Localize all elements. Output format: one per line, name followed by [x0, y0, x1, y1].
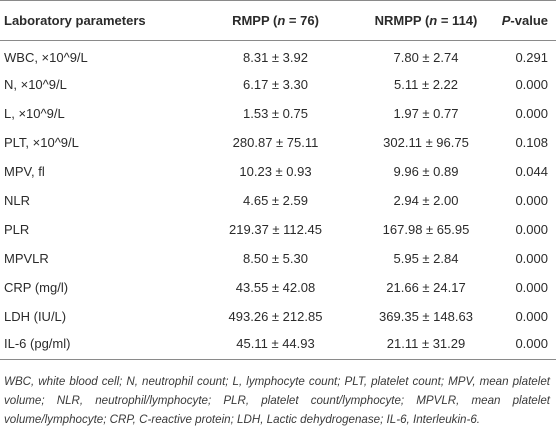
cell-pvalue: 0.000: [515, 250, 548, 266]
table-row: LDH (IU/L) 493.26 ± 212.85 369.35 ± 148.63…: [0, 302, 556, 331]
cell-nrmpp: 7.80 ± 2.74: [393, 49, 459, 65]
cell-rmpp: 4.65 ± 2.59: [243, 192, 308, 208]
cell-pvalue: 0.000: [515, 105, 548, 121]
header-parameter: Laboratory parameters: [0, 0, 189, 41]
header-nrmpp: NRMPP (n = 114): [362, 0, 490, 41]
cell-rmpp: 10.23 ± 0.93: [239, 163, 312, 179]
cell-rmpp: 45.11 ± 44.93: [189, 330, 362, 360]
cell-pvalue: 0.000: [515, 221, 548, 237]
header-nrmpp-n: n: [429, 13, 438, 28]
table-row: L, ×10^9/L 1.53 ± 0.75 1.97 ± 0.77 0.000: [0, 99, 556, 128]
cell-pvalue: 0.291: [515, 49, 548, 65]
table-row: MPV, fl 10.23 ± 0.93 9.96 ± 0.89 0.044: [0, 157, 556, 186]
cell-rmpp: 8.50 ± 5.30: [243, 250, 308, 266]
cell-nrmpp: 5.11 ± 2.22: [394, 76, 458, 92]
table-body: WBC, ×10^9/L 8.31 ± 3.92 7.80 ± 2.74 0.291 N…: [0, 41, 556, 360]
cell-parameter: PLT, ×10^9/L: [4, 134, 79, 150]
table-row: MPVLR 8.50 ± 5.30 5.95 ± 2.84 0.000: [0, 244, 556, 273]
lab-parameters-table-container: Laboratory parameters RMPP (n = 76) NRMP…: [0, 0, 556, 426]
cell-parameter: CRP (mg/l): [4, 279, 69, 295]
header-pvalue-suffix: -value: [510, 13, 548, 28]
header-nrmpp-prefix: NRMPP (: [374, 13, 430, 28]
cell-rmpp: 1.53 ± 0.75: [243, 105, 308, 121]
table-row: IL-6 (pg/ml) 45.11 ± 44.93 21.11 ± 31.29 0.…: [0, 330, 556, 360]
cell-parameter: LDH (IU/L): [4, 308, 67, 324]
cell-nrmpp: 5.95 ± 2.84: [393, 250, 459, 266]
table-row: PLT, ×10^9/L 280.87 ± 75.11 302.11 ± 96.75…: [0, 128, 556, 157]
cell-rmpp: 219.37 ± 112.45: [229, 221, 322, 237]
header-nrmpp-suffix: = 114): [437, 13, 478, 28]
cell-parameter: L, ×10^9/L: [4, 105, 65, 121]
cell-nrmpp: 302.11 ± 96.75: [383, 134, 469, 150]
header-rmpp-n: n: [277, 13, 286, 28]
cell-nrmpp: 9.96 ± 0.89: [393, 163, 459, 179]
cell-parameter: N, ×10^9/L: [4, 76, 67, 92]
header-rmpp-prefix: RMPP (: [232, 13, 278, 28]
header-pvalue-p: P: [501, 13, 511, 28]
table-row: N, ×10^9/L 6.17 ± 3.30 5.11 ± 2.22 0.000: [0, 70, 556, 99]
cell-pvalue: 0.000: [490, 330, 556, 360]
cell-pvalue: 0.000: [515, 76, 548, 92]
header-rmpp-suffix: = 76): [285, 13, 319, 28]
header-pvalue: P-value: [490, 0, 556, 41]
cell-parameter: MPVLR: [4, 250, 49, 266]
cell-parameter: IL-6 (pg/ml): [0, 330, 189, 360]
cell-parameter: MPV, fl: [4, 163, 45, 179]
table-row: CRP (mg/l) 43.55 ± 42.08 21.66 ± 24.17 0.00…: [0, 273, 556, 302]
cell-nrmpp: 1.97 ± 0.77: [393, 105, 459, 121]
cell-pvalue: 0.000: [515, 308, 548, 324]
lab-parameters-table: Laboratory parameters RMPP (n = 76) NRMP…: [0, 0, 556, 360]
cell-pvalue: 0.044: [515, 163, 548, 179]
cell-nrmpp: 2.94 ± 2.00: [393, 192, 459, 208]
cell-pvalue: 0.108: [515, 134, 548, 150]
cell-rmpp: 6.17 ± 3.30: [243, 76, 308, 92]
cell-nrmpp: 369.35 ± 148.63: [379, 308, 473, 324]
cell-nrmpp: 21.66 ± 24.17: [386, 279, 466, 295]
cell-pvalue: 0.000: [515, 279, 548, 295]
table-footnote: WBC, white blood cell; N, neutrophil cou…: [4, 375, 550, 426]
cell-pvalue: 0.000: [515, 192, 548, 208]
table-row: NLR 4.65 ± 2.59 2.94 ± 2.00 0.000: [0, 186, 556, 215]
cell-rmpp: 43.55 ± 42.08: [235, 279, 316, 295]
cell-parameter: PLR: [4, 221, 30, 237]
cell-nrmpp: 167.98 ± 65.95: [382, 221, 470, 237]
cell-parameter: NLR: [4, 192, 31, 208]
table-row: WBC, ×10^9/L 8.31 ± 3.92 7.80 ± 2.74 0.291: [0, 41, 556, 70]
cell-rmpp: 493.26 ± 212.85: [228, 308, 323, 324]
table-row: PLR 219.37 ± 112.45 167.98 ± 65.95 0.000: [0, 215, 556, 244]
header-rmpp: RMPP (n = 76): [189, 0, 362, 41]
cell-parameter: WBC, ×10^9/L: [4, 49, 88, 65]
cell-rmpp: 8.31 ± 3.92: [243, 49, 308, 65]
header-row: Laboratory parameters RMPP (n = 76) NRMP…: [0, 0, 556, 41]
cell-rmpp: 280.87 ± 75.11: [232, 134, 319, 150]
table-header: Laboratory parameters RMPP (n = 76) NRMP…: [0, 0, 556, 41]
cell-nrmpp: 21.11 ± 31.29: [362, 330, 490, 360]
